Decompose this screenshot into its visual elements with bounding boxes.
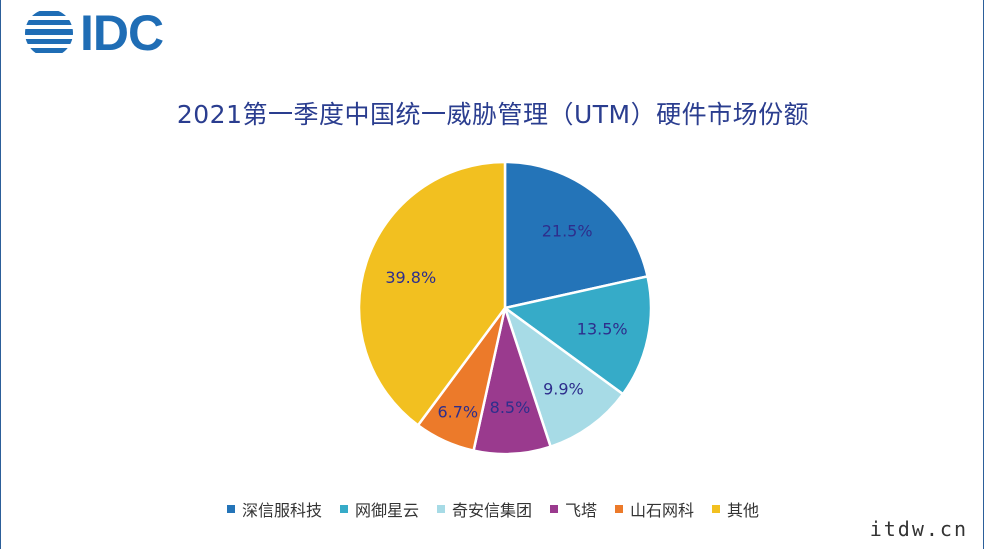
pie-slice-0 — [503, 160, 650, 310]
pie-slice-2 — [502, 304, 625, 449]
legend-label-2: 奇安信集团 — [451, 501, 532, 520]
idc-logo: IDC — [22, 5, 164, 61]
legend-swatch-3 — [550, 505, 558, 513]
globe-stripes-icon — [25, 11, 73, 53]
logo-text: IDC — [80, 5, 164, 61]
legend-swatch-2 — [436, 505, 445, 513]
chart-legend: 深信服科技 网御星云 奇安信集团 飞塔 山石网科 其他 — [0, 497, 986, 521]
legend-label-3: 飞塔 — [565, 501, 598, 520]
chart-title: 2021第一季度中国统一威胁管理（UTM）硬件市场份额 — [176, 100, 810, 129]
slice-data-label-2: 9.9% — [543, 379, 584, 398]
slice-data-label-4: 6.7% — [437, 403, 478, 422]
slice-data-label-0: 21.5% — [542, 222, 593, 241]
legend-swatch-5 — [712, 505, 721, 513]
legend-item-1: 网御星云 — [339, 497, 419, 521]
legend-label-5: 其他 — [727, 501, 760, 520]
legend-label-1: 网御星云 — [354, 501, 419, 520]
legend-item-3: 飞塔 — [550, 497, 597, 521]
slice-data-label-5: 39.8% — [385, 268, 436, 287]
watermark: itdw.cn — [869, 517, 968, 541]
pie-chart: 21.5% 13.5% 9.9% 8.5% 6.7% 39.8% — [357, 160, 653, 456]
pie-slice-5 — [357, 160, 507, 427]
legend-label-4: 山石网科 — [630, 501, 695, 520]
legend-item-5: 其他 — [712, 497, 759, 521]
slice-data-label-3: 8.5% — [490, 398, 531, 417]
pie-slice-1 — [502, 274, 653, 396]
legend-swatch-0 — [226, 505, 235, 513]
legend-swatch-1 — [339, 505, 348, 513]
legend-item-2: 奇安信集团 — [436, 497, 532, 521]
legend-swatch-4 — [615, 505, 624, 513]
legend-item-4: 山石网科 — [615, 497, 694, 521]
legend-item-0: 深信服科技 — [226, 497, 322, 521]
legend-label-0: 深信服科技 — [241, 501, 322, 520]
slice-data-label-1: 13.5% — [577, 319, 628, 338]
